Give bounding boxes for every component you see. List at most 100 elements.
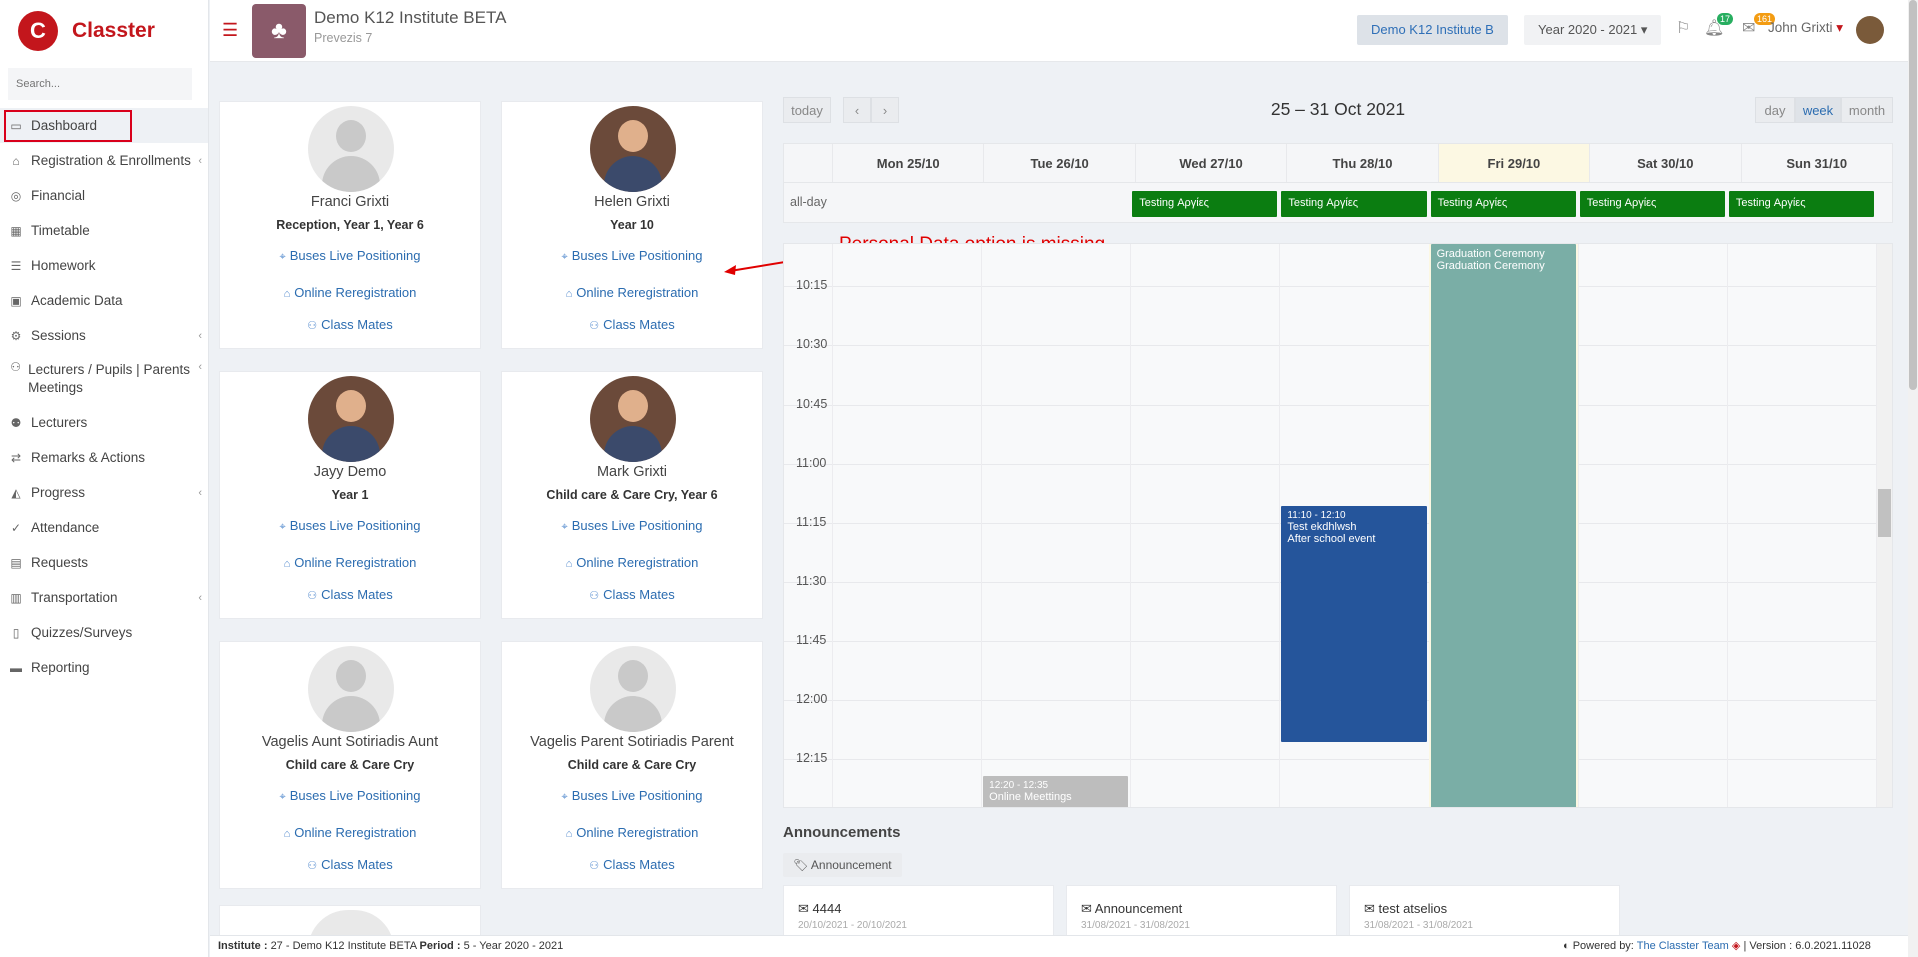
sidebar-item-reporting[interactable]: ▬ Reporting [0,650,208,685]
calendar-event[interactable]: 11:10 - 12:10 Test ekdhlwsh After school e… [1281,506,1427,742]
hamburger-menu-icon[interactable]: ☰ [222,20,239,40]
sidebar-item-quizzes-surveys[interactable]: ▯ Quizzes/Surveys [0,615,208,650]
view-month-button[interactable]: month [1841,97,1893,123]
sidebar-item-transportation[interactable]: ▥ Transportation ‹ [0,580,208,615]
avatar[interactable] [590,106,676,192]
sidebar-item-attendance[interactable]: ✓ Attendance [0,510,208,545]
online-reregistration-link[interactable]: ⌂ Online Reregistration [502,825,762,840]
day-column-line [832,244,833,807]
sidebar-item-label: Sessions [31,328,86,343]
avatar[interactable] [590,646,676,732]
class-mates-icon: ⚇ [307,590,318,602]
online-reregistration-link[interactable]: ⌂ Online Reregistration [502,285,762,300]
page-scrollbar[interactable] [1908,0,1918,957]
scrollbar-thumb[interactable] [1909,0,1917,390]
prev-button[interactable]: ‹ [843,97,871,123]
class-mates-link[interactable]: ⚇ Class Mates [220,587,480,602]
view-day-button[interactable]: day [1755,97,1795,123]
next-button[interactable]: › [871,97,899,123]
sidebar-item-label: Dashboard [31,118,98,133]
sidebar-item-lecturers-pupils-parents-meetings[interactable]: ⚇ Lecturers / Pupils | Parents Meetings ‹ [0,353,208,405]
link-label: Buses Live Positioning [289,788,421,803]
buses-live-positioning-link[interactable]: ⌖ Buses Live Positioning [220,788,480,804]
allday-event[interactable]: Testing Αργίες [1132,191,1278,217]
year-selector[interactable]: Year 2020 - 2021 ▾ [1524,15,1662,45]
allday-event[interactable]: Testing Αργίες [1728,191,1874,217]
scrollbar-thumb[interactable] [1878,489,1891,537]
sidebar-item-requests[interactable]: ▤ Requests [0,545,208,580]
sidebar-item-homework[interactable]: ☰ Homework [0,248,208,283]
class-mates-icon: ⚇ [589,590,600,602]
sidebar-item-dashboard[interactable]: ▭ Dashboard [0,108,208,143]
allday-event[interactable]: Testing Αργίες [1579,191,1725,217]
chevron-left-icon: ‹ [198,329,202,342]
document-icon: ▤ [10,555,22,570]
search-input[interactable] [8,68,192,100]
book-icon: ▯ [12,625,20,640]
calendar-event[interactable]: 12:20 - 12:35 Online Meettings [983,776,1129,807]
link-label: Buses Live Positioning [571,788,703,803]
user-menu[interactable]: John Grixti ▾ [1768,20,1843,36]
online-reregistration-link[interactable]: ⌂ Online Reregistration [220,825,480,840]
sidebar-item-remarks-actions[interactable]: ⇄ Remarks & Actions [0,440,208,475]
allday-event[interactable]: Testing Αργίες [1430,191,1576,217]
sidebar-item-registration-enrollments[interactable]: ⌂ Registration & Enrollments ‹ [0,143,208,178]
envelope-icon[interactable]: ✉ [1742,20,1756,37]
day-column-line [1577,244,1579,807]
day-column-line [1876,244,1877,807]
buses-live-positioning-link[interactable]: ⌖ Buses Live Positioning [220,248,480,264]
avatar-head-shape [618,390,648,422]
announcement-title: ✉ test atselios [1364,901,1447,917]
buses-live-positioning-link[interactable]: ⌖ Buses Live Positioning [502,518,762,534]
envelope-icon: ✉ [1081,901,1095,916]
avatar[interactable] [1856,16,1884,44]
sidebar-item-financial[interactable]: ◎ Financial [0,178,208,213]
announcement-tag[interactable]: 🏷︎ Announcement [783,853,902,877]
event-title: Graduation Ceremony [1436,248,1545,260]
classter-logo-icon: C [18,11,58,51]
online-reregistration-link[interactable]: ⌂ Online Reregistration [220,555,480,570]
event-time: 11:10 - 12:10 [1287,510,1346,521]
topbar: ☰ ♣ Demo K12 Institute BETA Prevezis 7 D… [210,0,1908,62]
announcement-title: ✉ Announcement [1081,901,1182,917]
day-column-line [1726,244,1728,807]
buses-live-positioning-link[interactable]: ⌖ Buses Live Positioning [502,788,762,804]
student-name: Vagelis Aunt Sotiriadis Aunt [261,734,439,750]
class-mates-link[interactable]: ⚇ Class Mates [502,587,762,602]
user-name: John Grixti [1768,20,1833,35]
class-mates-link[interactable]: ⚇ Class Mates [502,857,762,872]
calendar-event[interactable]: Graduation Ceremony Graduation Ceremony [1430,244,1576,807]
announcement-date: 20/10/2021 - 20/10/2021 [798,920,907,931]
avatar[interactable] [308,106,394,192]
sidebar-item-progress[interactable]: ◭ Progress ‹ [0,475,208,510]
calendar-scrollbar[interactable] [1876,244,1892,807]
calendar-day-headers: Mon 25/10 Tue 26/10 Wed 27/10 Thu 28/10 Fri … [783,143,1893,183]
view-week-button[interactable]: week [1795,97,1841,123]
chevron-left-icon: ‹ [198,591,202,604]
online-reregistration-link[interactable]: ⌂ Online Reregistration [502,555,762,570]
sidebar-item-label: Quizzes/Surveys [31,625,133,640]
online-reregistration-link[interactable]: ⌂ Online Reregistration [220,285,480,300]
time-slot-line [784,286,1876,287]
avatar[interactable] [590,376,676,462]
student-classes: Reception, Year 1, Year 6 [276,218,424,232]
class-mates-link[interactable]: ⚇ Class Mates [502,317,762,332]
brand[interactable]: C Classter [0,0,208,62]
buses-live-positioning-link[interactable]: ⌖ Buses Live Positioning [220,518,480,534]
sidebar-item-lecturers[interactable]: ⚉ Lecturers [0,405,208,440]
link-label: Buses Live Positioning [289,248,421,263]
avatar[interactable] [308,376,394,462]
sidebar-item-academic-data[interactable]: ▣ Academic Data [0,283,208,318]
sidebar-item-sessions[interactable]: ⚙ Sessions ‹ [0,318,208,353]
class-mates-link[interactable]: ⚇ Class Mates [220,317,480,332]
today-button[interactable]: today [783,97,831,123]
avatar[interactable] [308,646,394,732]
footer-institute-label: Institute : [218,940,268,952]
classter-team-link[interactable]: The Classter Team [1636,940,1729,952]
flag-icon[interactable]: ⚐ [1676,20,1691,37]
allday-event[interactable]: Testing Αργίες [1281,191,1427,217]
sidebar-item-timetable[interactable]: ▦ Timetable [0,213,208,248]
class-mates-link[interactable]: ⚇ Class Mates [220,857,480,872]
buses-live-positioning-link[interactable]: ⌖ Buses Live Positioning [502,248,762,264]
institute-selector[interactable]: Demo K12 Institute B [1357,15,1508,45]
